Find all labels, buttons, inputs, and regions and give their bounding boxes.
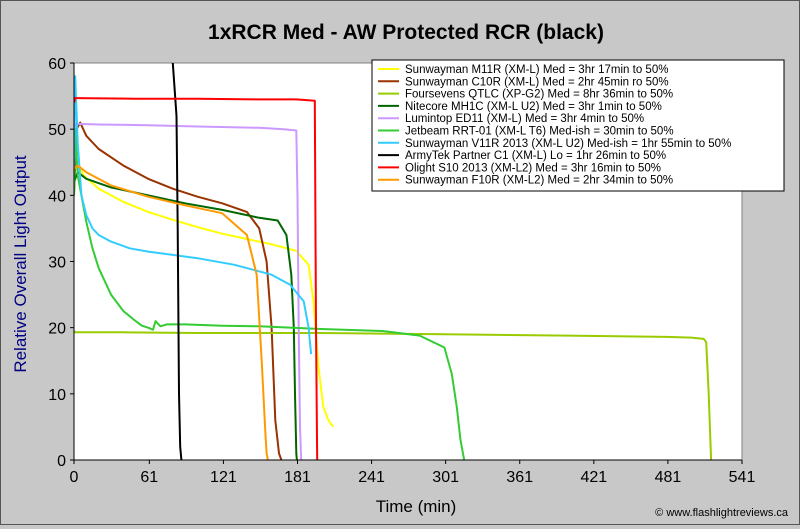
x-tick-label: 181 bbox=[284, 469, 311, 486]
x-tick-label: 541 bbox=[729, 469, 756, 486]
x-tick-label: 301 bbox=[432, 469, 459, 486]
x-tick-label: 61 bbox=[140, 469, 158, 486]
legend-entry: Olight S10 2013 (XM-L2) Med = 3hr 16min … bbox=[405, 162, 661, 174]
x-axis-label: Time (min) bbox=[376, 497, 457, 516]
series-line-1 bbox=[74, 161, 335, 428]
x-tick-label: 0 bbox=[70, 469, 79, 486]
series-line-6 bbox=[74, 128, 466, 460]
legend-entry: Foursevens QTLC (XP-G2) Med = 8hr 36min … bbox=[405, 89, 673, 101]
legend-entry: Jetbeam RRT-01 (XM-L T6) Med-ish = 30min… bbox=[405, 126, 674, 138]
series-line-3 bbox=[74, 330, 713, 460]
y-tick-label: 40 bbox=[48, 188, 66, 205]
legend-box bbox=[371, 59, 785, 192]
series-line-9 bbox=[74, 97, 319, 460]
legend-entry: Sunwayman C10R (XM-L) Med = 2hr 45min ro… bbox=[405, 76, 669, 88]
x-tick-label: 361 bbox=[506, 469, 533, 486]
series-line-7 bbox=[74, 75, 313, 355]
legend: Sunwayman M11R (XM-L) Med = 3hr 17min to… bbox=[371, 59, 785, 192]
series-layer bbox=[74, 63, 713, 460]
y-tick-label: 60 bbox=[48, 56, 66, 73]
series-line-8 bbox=[74, 63, 183, 460]
series-line-2 bbox=[74, 121, 283, 460]
legend-entry: Sunwayman F10R (XM-L2) Med = 2hr 34min t… bbox=[405, 175, 673, 187]
y-tick-label: 10 bbox=[48, 387, 66, 404]
series-line-10 bbox=[74, 164, 269, 460]
watermark: © www.flashlightreviews.ca bbox=[655, 507, 789, 519]
legend-entry: ArmyTek Partner C1 (XM-L) Lo = 1hr 26min… bbox=[405, 150, 666, 162]
y-tick-label: 30 bbox=[48, 255, 66, 272]
legend-entry: Lumintop ED11 (XM-L) Med = 3hr 4min to 5… bbox=[405, 113, 644, 125]
legend-entry: Nitecore MH1C (XM-L U2) Med = 3hr 1min t… bbox=[405, 101, 662, 113]
y-axis-label: Relative Overall Light Output bbox=[11, 155, 30, 373]
series-line-4 bbox=[74, 171, 298, 460]
x-tick-label: 421 bbox=[580, 469, 607, 486]
x-tick-label: 121 bbox=[210, 469, 237, 486]
legend-entry: Sunwayman V11R 2013 (XM-L U2) Med-ish = … bbox=[405, 138, 731, 150]
legend-entry: Sunwayman M11R (XM-L) Med = 3hr 17min to… bbox=[405, 64, 668, 76]
chart-title: 1xRCR Med - AW Protected RCR (black) bbox=[208, 21, 604, 44]
y-tick-label: 20 bbox=[48, 321, 66, 338]
x-tick-label: 481 bbox=[655, 469, 682, 486]
x-tick-label: 241 bbox=[358, 469, 385, 486]
axes-layer: 0 10 20 30 40 50 60 0 61 121 181 241 301 361 421 481 541 bbox=[48, 56, 755, 486]
y-tick-label: 50 bbox=[48, 122, 66, 139]
y-tick-label: 0 bbox=[57, 453, 66, 470]
